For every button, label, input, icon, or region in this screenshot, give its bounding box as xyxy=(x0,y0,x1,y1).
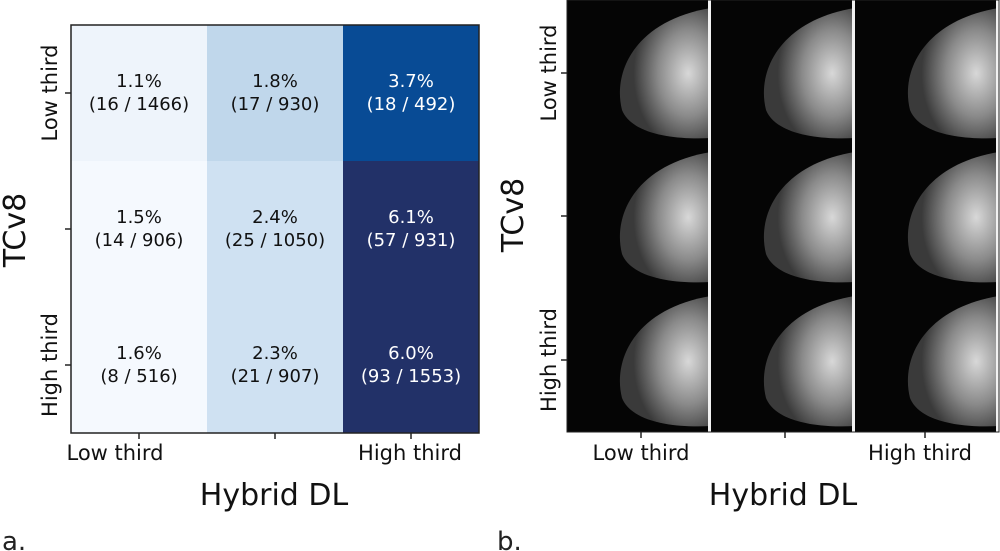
heatmap-cell xyxy=(343,297,479,433)
heatmap-cell xyxy=(207,25,343,161)
cell-count-label: (14 / 906) xyxy=(95,230,184,251)
mammogram-image xyxy=(855,288,999,432)
cell-count-label: (25 / 1050) xyxy=(225,230,325,251)
y-axis-label: TCv8 xyxy=(0,193,33,268)
x-axis-label: Hybrid DL xyxy=(709,478,858,513)
heatmap-cell xyxy=(207,297,343,433)
y-tick-label-low: Low third xyxy=(38,44,62,141)
panel-label-a: a. xyxy=(2,527,26,551)
image-grid-axes: Low third High third Hybrid DL Low third… xyxy=(496,24,972,551)
cell-count-label: (8 / 516) xyxy=(100,366,177,387)
heatmap-cell xyxy=(207,161,343,297)
mammogram-image xyxy=(567,0,711,144)
cell-percent-label: 1.8% xyxy=(252,71,298,92)
heatmap-cell xyxy=(71,161,207,297)
mammogram-image xyxy=(567,144,711,288)
cell-count-label: (18 / 492) xyxy=(367,94,456,115)
heatmap-axes: Low third High third Hybrid DL Low third… xyxy=(0,44,462,551)
cell-percent-label: 2.3% xyxy=(252,343,298,364)
heatmap-panel: 1.1%(16 / 1466) 1.8%(17 / 930) 3.7%(18 / 4… xyxy=(65,24,480,439)
x-tick-label-low: Low third xyxy=(66,441,163,465)
mammogram-grid xyxy=(566,0,1000,433)
mammogram-image xyxy=(711,288,855,432)
mammogram-image xyxy=(711,0,855,144)
y-tick-label-low: Low third xyxy=(537,24,561,121)
mammogram-image xyxy=(711,144,855,288)
mammogram-image xyxy=(567,288,711,432)
cell-percent-label: 1.1% xyxy=(116,71,162,92)
heatmap-cell xyxy=(343,161,479,297)
y-axis-label: TCv8 xyxy=(496,178,531,253)
heatmap-cell xyxy=(343,25,479,161)
panel-label-b: b. xyxy=(497,527,522,551)
x-tick-label-high: High third xyxy=(868,441,972,465)
mammogram-image xyxy=(855,0,999,144)
y-tick-label-high: High third xyxy=(537,308,561,412)
x-axis-label: Hybrid DL xyxy=(200,478,349,513)
cell-percent-label: 1.5% xyxy=(116,207,162,228)
cell-percent-label: 2.4% xyxy=(252,207,298,228)
cell-percent-label: 3.7% xyxy=(388,71,434,92)
heatmap-cell xyxy=(71,297,207,433)
cell-count-label: (16 / 1466) xyxy=(89,94,189,115)
cell-percent-label: 6.0% xyxy=(388,343,434,364)
heatmap-cell xyxy=(71,25,207,161)
y-tick-label-high: High third xyxy=(38,313,62,417)
cell-count-label: (57 / 931) xyxy=(367,230,456,251)
cell-count-label: (21 / 907) xyxy=(231,366,320,387)
cell-count-label: (93 / 1553) xyxy=(361,366,461,387)
mammogram-image xyxy=(855,144,999,288)
cell-count-label: (17 / 930) xyxy=(231,94,320,115)
cell-percent-label: 1.6% xyxy=(116,343,162,364)
cell-percent-label: 6.1% xyxy=(388,207,434,228)
x-tick-label-high: High third xyxy=(358,441,462,465)
x-tick-label-low: Low third xyxy=(592,441,689,465)
